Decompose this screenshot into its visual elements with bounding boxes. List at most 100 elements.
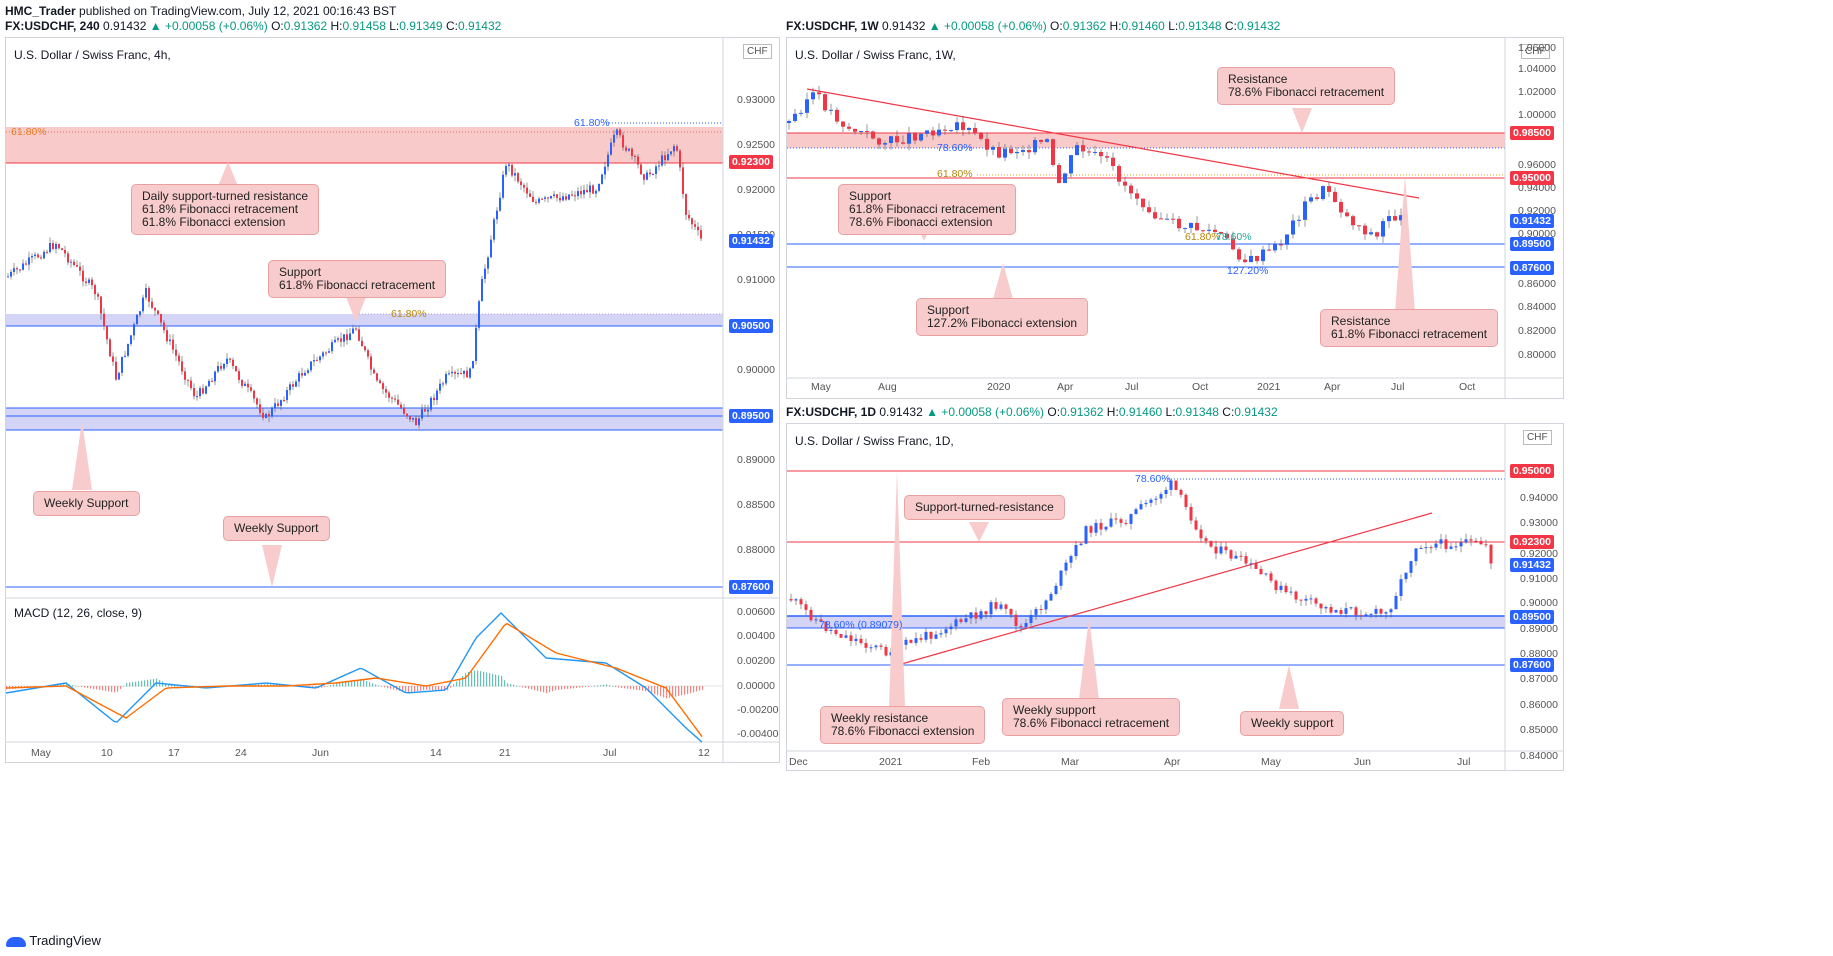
h4-xtick: 10	[101, 747, 113, 759]
macd-hist-bar	[363, 679, 365, 687]
candle-body	[1399, 215, 1403, 221]
candle-body	[1174, 480, 1178, 490]
d1-low: 0.91348	[1175, 405, 1219, 419]
candle-body	[1464, 539, 1468, 543]
candle-body	[1414, 548, 1418, 562]
candle-body	[700, 230, 702, 239]
candle-body	[1094, 522, 1098, 533]
d1-chart-panel[interactable]: U.S. Dollar / Swiss Franc, 1D, CHF 78.60…	[786, 423, 1564, 771]
candle-body	[829, 109, 833, 111]
macd-hist-bar	[492, 673, 494, 687]
w1-note-resistance-786[interactable]: Resistance 78.6% Fibonacci retracement	[1217, 67, 1396, 105]
d1-currency-button[interactable]: CHF	[1523, 430, 1552, 445]
candle-body	[1207, 229, 1211, 231]
h4-ytick: 0.88500	[737, 499, 775, 511]
candle-body	[865, 131, 869, 133]
macd-hist-bar	[129, 682, 131, 687]
candle-body	[112, 356, 114, 362]
macd-hist-bar	[465, 673, 467, 687]
w1-note-support[interactable]: Support 61.8% Fibonacci retracement 78.6…	[838, 184, 1017, 235]
candle-body	[106, 326, 108, 340]
candle-body	[43, 251, 45, 259]
d1-note-weekly-support-786[interactable]: Weekly support 78.6% Fibonacci retraceme…	[1002, 698, 1181, 736]
candle-body	[1333, 191, 1337, 203]
h4-chart-panel[interactable]: U.S. Dollar / Swiss Franc, 4h, CHF 61.80…	[5, 37, 780, 763]
candle-body	[283, 400, 285, 402]
h4-note3-pointer	[72, 421, 92, 490]
candle-body	[34, 254, 36, 257]
candle-body	[85, 281, 87, 283]
h4-currency-button[interactable]: CHF	[743, 44, 772, 59]
w1-note-support-1272[interactable]: Support 127.2% Fibonacci extension	[916, 298, 1089, 336]
macd-hist-bar	[423, 686, 425, 691]
candle-body	[232, 359, 234, 367]
macd-hist-bar	[123, 685, 125, 687]
h4-note-resistance[interactable]: Daily support-turned resistance 61.8% Fi…	[131, 184, 320, 235]
candle-body	[316, 360, 318, 362]
h4-note-weekly-support-2[interactable]: Weekly Support	[223, 516, 330, 541]
d1-chart-svg[interactable]	[787, 424, 1564, 771]
h4-fib-label-left: 61.80%	[11, 126, 47, 138]
candle-body	[373, 369, 375, 374]
candle-body	[1314, 598, 1318, 604]
tradingview-logo[interactable]: TradingView	[6, 933, 101, 948]
d1-note-weekly-resistance[interactable]: Weekly resistance 78.6% Fibonacci extens…	[820, 706, 986, 744]
candle-body	[199, 388, 201, 397]
candle-body	[649, 172, 651, 175]
macd-hist-bar	[513, 684, 515, 687]
w1-ytick: 0.96000	[1518, 159, 1556, 171]
d1-xtick: Mar	[1061, 756, 1080, 768]
candle-body	[319, 356, 321, 361]
macd-hist-bar	[324, 686, 326, 687]
candle-body	[577, 191, 579, 197]
h4-note-support-618[interactable]: Support 61.8% Fibonacci retracement	[268, 260, 447, 298]
w1-note-resistance-618[interactable]: Resistance 61.8% Fibonacci retracement	[1320, 309, 1499, 347]
candle-body	[1329, 607, 1333, 613]
candle-body	[421, 409, 423, 419]
w1-chart-panel[interactable]: U.S. Dollar / Swiss Franc, 1W, CHF 78.60…	[786, 37, 1564, 399]
d1-note-weekly-support[interactable]: Weekly support	[1240, 711, 1345, 736]
h4-ytick: 0.90000	[737, 364, 775, 376]
h4-chart-title: U.S. Dollar / Swiss Franc, 4h,	[14, 48, 171, 62]
d1-note-support-turned-resistance[interactable]: Support-turned-resistance	[904, 495, 1065, 520]
macd-hist-bar	[369, 682, 371, 687]
d1-note1-pointer	[969, 522, 989, 542]
macd-hist-bar	[336, 683, 338, 687]
macd-hist-bar	[600, 685, 602, 687]
w1-high: 0.91460	[1121, 19, 1165, 33]
author-name[interactable]: HMC_Trader	[5, 4, 76, 18]
candle-body	[849, 635, 853, 642]
w1-chart-svg[interactable]	[787, 38, 1564, 399]
candle-body	[262, 412, 264, 418]
candle-body	[478, 301, 480, 328]
candle-body	[361, 340, 363, 347]
candle-body	[253, 390, 255, 399]
macd-hist-bar	[432, 686, 434, 691]
candle-body	[547, 197, 549, 199]
candle-body	[1439, 539, 1443, 544]
w1-currency-button[interactable]: CHF	[1521, 44, 1550, 59]
h4-chart-svg[interactable]	[6, 38, 780, 763]
macd-hist-bar	[573, 686, 575, 689]
candle-body	[460, 373, 462, 375]
h4-price-tag-last: 0.91432	[729, 234, 773, 248]
candle-body	[1219, 231, 1223, 234]
h4-note-weekly-support-1[interactable]: Weekly Support	[33, 491, 140, 516]
w1-fib-label-1272: 127.20%	[1227, 265, 1269, 277]
candle-body	[655, 166, 657, 175]
d1-chart-title: U.S. Dollar / Swiss Franc, 1D,	[795, 434, 954, 448]
candle-body	[1019, 625, 1023, 627]
candle-body	[610, 142, 612, 155]
macd-hist-bar	[333, 684, 335, 687]
candle-body	[379, 380, 381, 384]
candle-body	[541, 198, 543, 200]
w1-xtick: 2021	[1257, 381, 1281, 393]
macd-histogram	[6, 670, 704, 699]
candle-body	[1049, 593, 1053, 601]
candle-body	[864, 643, 868, 648]
candle-body	[1369, 232, 1373, 235]
w1-note4-pointer	[1395, 176, 1415, 313]
candle-body	[424, 409, 426, 412]
macd-hist-bar	[135, 681, 137, 687]
w1-ytick: 1.02000	[1518, 86, 1556, 98]
